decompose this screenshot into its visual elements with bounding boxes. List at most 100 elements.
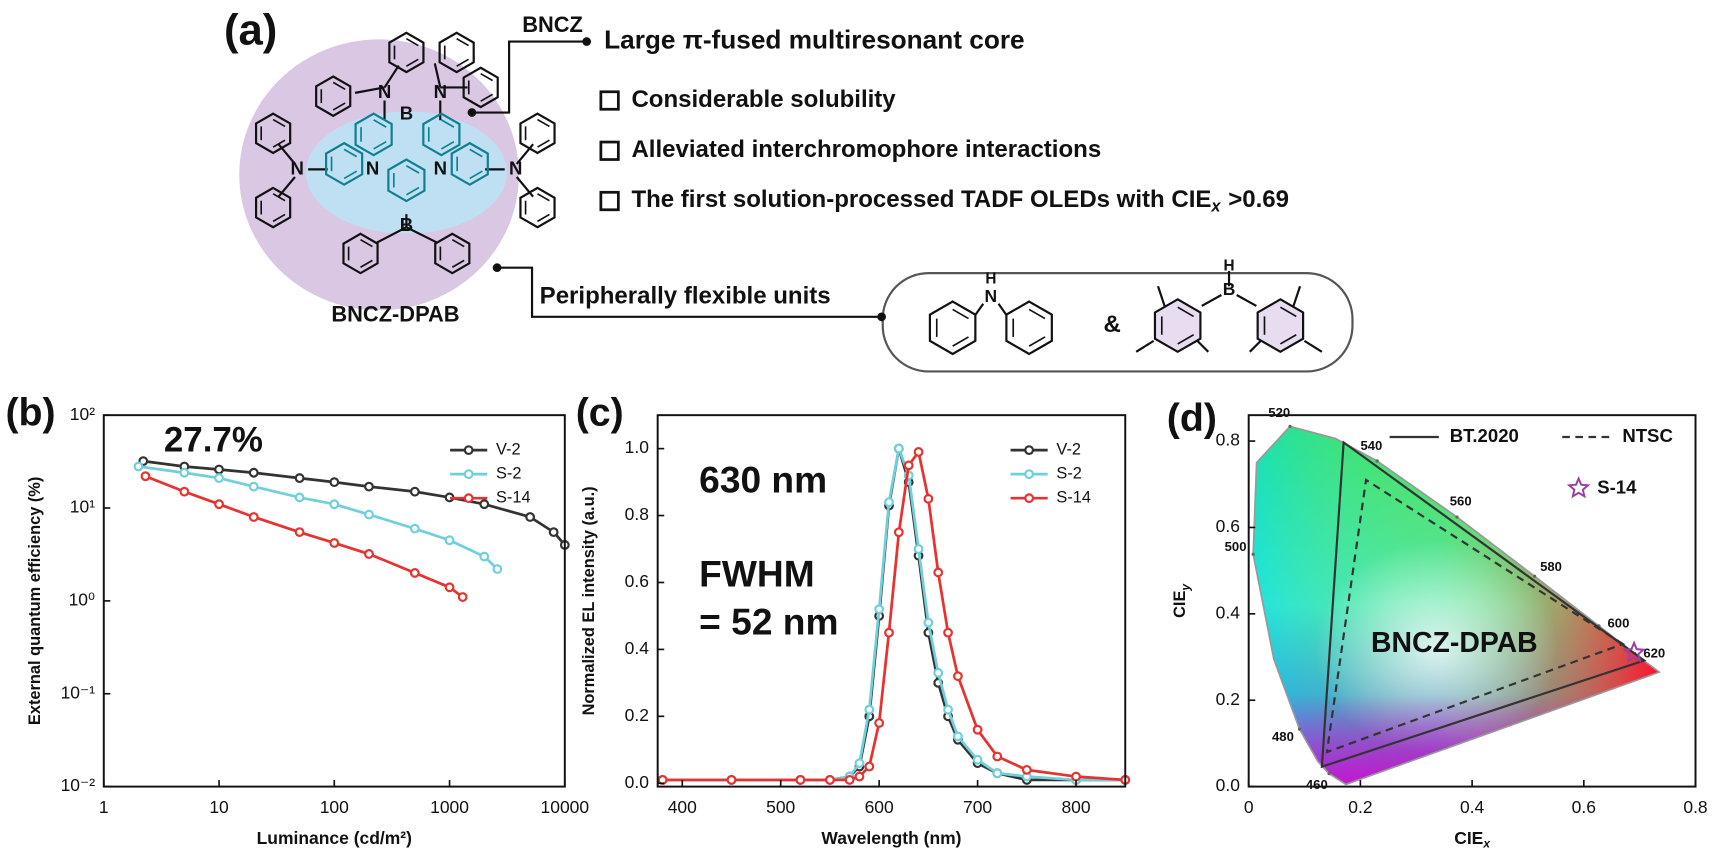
ring [1256, 298, 1305, 354]
ampersand: & [1103, 311, 1120, 338]
point [479, 499, 490, 510]
double-bond [440, 140, 455, 150]
double-bond [405, 37, 419, 47]
point [864, 704, 875, 715]
double-bond [1177, 306, 1194, 318]
series-line [145, 474, 464, 599]
panel-label: (a) [224, 5, 277, 54]
ring [438, 31, 475, 74]
series-line [138, 465, 499, 571]
point [329, 538, 340, 548]
point [893, 443, 904, 454]
ring [315, 75, 352, 118]
point [214, 464, 224, 475]
legend-label: V-2 [496, 440, 521, 458]
x-tick-label: 0.4 [1460, 797, 1485, 817]
legend-star [1566, 475, 1591, 499]
y-axis-label-sub: y [1179, 583, 1193, 592]
point [726, 774, 737, 785]
locus-label: 500 [1225, 539, 1247, 554]
atom-label: N [434, 81, 447, 102]
feature-tail: >0.69 [1228, 186, 1289, 213]
point [884, 497, 894, 508]
core-name: BNCZ [522, 12, 583, 37]
y-axis-label: External quantum efficiency (%) [26, 477, 44, 725]
ring [422, 112, 461, 157]
feature-text: The first solution-processed TADF OLEDs … [631, 186, 1289, 216]
double-bond [1177, 334, 1194, 345]
point [444, 582, 455, 593]
point [409, 568, 420, 578]
point [214, 473, 224, 484]
point [913, 544, 924, 554]
x-tick-label: 400 [668, 797, 697, 817]
locus-point [1533, 574, 1537, 578]
y-tick-label: 0.6 [1216, 516, 1240, 536]
ring [354, 112, 393, 157]
atom-label: N [290, 157, 303, 178]
ring [1005, 300, 1053, 356]
legend-label: V-2 [1056, 440, 1081, 458]
point [943, 627, 953, 638]
x-axis-label-main: CIE [1454, 828, 1483, 848]
point [795, 774, 806, 785]
bond [433, 63, 442, 88]
gamut-fill [1253, 426, 1660, 785]
bond [997, 303, 1008, 316]
double-bond [343, 148, 358, 158]
y-tick-label: 0.8 [1216, 430, 1240, 450]
bond [383, 64, 400, 89]
molecule-name: BNCZ-DPAB [331, 302, 459, 327]
double-bond [456, 58, 469, 67]
point [952, 731, 963, 742]
locus-label: 580 [1540, 559, 1562, 574]
double-bond [1028, 336, 1046, 347]
x-tick-label: 0.6 [1572, 797, 1596, 817]
point [479, 551, 490, 562]
connector [471, 40, 587, 114]
connector-dot [492, 263, 502, 273]
point [864, 761, 875, 772]
point [364, 549, 374, 559]
locus-point [1327, 772, 1331, 776]
legend-label: S-14 [496, 489, 531, 507]
point [972, 724, 983, 735]
locus-point [1251, 552, 1255, 556]
point [248, 467, 259, 478]
atom-label: B [400, 103, 413, 124]
point-star [1622, 640, 1646, 663]
double-bond [537, 139, 550, 148]
gamut-triangle [1320, 440, 1647, 769]
bond [1236, 294, 1257, 307]
double-bond [952, 308, 969, 320]
double-bond [469, 170, 483, 180]
y-tick-label: 0.4 [1216, 602, 1241, 622]
legend-label: S-14 [1597, 476, 1637, 497]
ring [928, 300, 977, 356]
locus-label: 620 [1643, 646, 1665, 661]
bond [515, 176, 534, 198]
legend-label: BT.2020 [1450, 425, 1519, 446]
point [913, 447, 924, 457]
x-axis-label-main: Wavelength (nm) [821, 828, 961, 848]
locus-point [1297, 727, 1302, 731]
point [294, 473, 305, 484]
peripheral-text: Peripherally flexible units [540, 283, 831, 310]
ring [325, 141, 364, 186]
locus-point [1375, 459, 1379, 463]
point [933, 667, 944, 678]
atom-label: N [366, 157, 379, 178]
point [525, 512, 536, 522]
y-tick-label: 1.0 [625, 437, 650, 457]
point [923, 493, 934, 504]
point [1071, 771, 1081, 782]
point [1021, 764, 1032, 775]
double-bond [343, 170, 358, 180]
point [179, 467, 190, 478]
legend-label: NTSC [1622, 425, 1673, 446]
double-bond [332, 102, 346, 111]
double-bond [451, 238, 465, 248]
x-tick-label: 700 [963, 797, 992, 817]
point [972, 754, 983, 765]
atom-label: N [985, 286, 998, 306]
